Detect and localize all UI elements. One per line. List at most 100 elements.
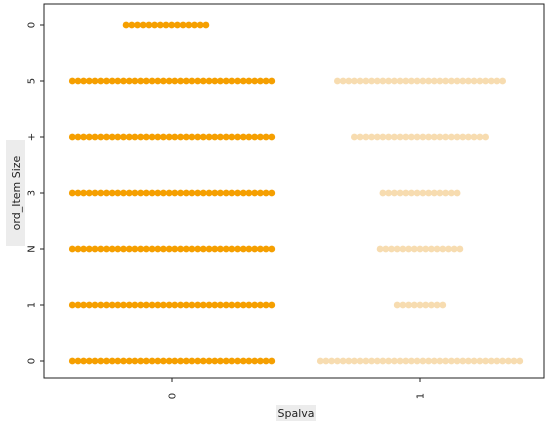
swarm-point: [97, 245, 105, 253]
swarm-point: [428, 245, 435, 253]
swarm-point: [171, 77, 179, 85]
swarm-point: [268, 301, 276, 309]
swarm-point: [257, 357, 264, 365]
swarm-point: [125, 357, 133, 365]
swarm-point: [108, 245, 116, 253]
swarm-point: [234, 77, 242, 85]
swarm-point: [356, 133, 364, 141]
swarm-point: [202, 21, 210, 29]
swarm-point: [245, 133, 253, 141]
swarm-point: [154, 301, 162, 309]
swarm-point: [74, 357, 82, 365]
swarm-point: [268, 357, 276, 365]
swarm-point: [433, 301, 441, 309]
swarm-point: [482, 133, 489, 141]
swarm-point: [268, 245, 276, 253]
swarm-point: [470, 77, 478, 85]
swarm-point: [408, 133, 415, 141]
swarm-point: [228, 189, 236, 197]
swarm-point: [439, 301, 447, 309]
swarm-point: [160, 301, 167, 309]
swarm-point: [442, 133, 449, 141]
swarm-point: [328, 357, 335, 365]
swarm-point: [154, 189, 162, 197]
swarm-point: [177, 357, 185, 365]
swarm-point: [91, 77, 99, 85]
swarm-point: [245, 189, 253, 197]
swarm-point: [168, 21, 176, 29]
swarm-point: [391, 357, 398, 365]
swarm-point: [171, 189, 179, 197]
swarm-point: [416, 245, 424, 253]
swarm-point: [419, 189, 427, 197]
swarm-point: [165, 301, 173, 309]
swarm-point: [131, 357, 139, 365]
swarm-point: [74, 133, 82, 141]
swarm-point: [80, 77, 87, 85]
swarm-point: [148, 357, 156, 365]
swarm-point: [199, 245, 207, 253]
swarm-point: [142, 245, 150, 253]
swarm-point: [453, 189, 461, 197]
swarm-point: [396, 133, 404, 141]
swarm-point: [493, 77, 501, 85]
swarm-point: [222, 133, 230, 141]
swarm-point: [410, 245, 418, 253]
swarm-point: [408, 189, 415, 197]
swarm-point: [211, 133, 219, 141]
swarm-point: [205, 189, 213, 197]
swarm-point: [217, 133, 224, 141]
swarm-point: [448, 357, 455, 365]
swarm-point: [199, 189, 207, 197]
swarm-point: [450, 245, 458, 253]
swarm-point: [396, 77, 404, 85]
swarm-point: [430, 189, 438, 197]
swarm-point: [239, 301, 247, 309]
swarm-point: [379, 189, 387, 197]
swarm-point: [408, 77, 415, 85]
swarm-point: [345, 357, 353, 365]
swarm-point: [80, 189, 87, 197]
swarm-point: [142, 133, 150, 141]
swarm-point: [234, 189, 242, 197]
swarm-point: [211, 77, 219, 85]
x-tick-label: 1: [416, 393, 427, 399]
swarm-point: [368, 77, 375, 85]
swarm-point: [368, 133, 375, 141]
swarm-point: [453, 357, 461, 365]
swarm-point: [114, 189, 122, 197]
swarm-point: [228, 133, 236, 141]
swarm-point: [74, 245, 82, 253]
swarm-point: [199, 77, 207, 85]
swarm-point: [217, 301, 224, 309]
swarm-point: [179, 21, 187, 29]
swarm-point: [413, 357, 421, 365]
swarm-point: [453, 77, 461, 85]
swarm-point: [245, 357, 253, 365]
swarm-point: [165, 77, 173, 85]
swarm-point: [148, 189, 156, 197]
swarm-point: [85, 357, 93, 365]
swarm-point: [154, 77, 162, 85]
x-axis-title: Spalva: [276, 405, 316, 421]
swarm-point: [125, 189, 133, 197]
swarm-point: [505, 357, 512, 365]
swarm-point: [131, 133, 139, 141]
swarm-point: [182, 301, 190, 309]
swarm-point: [108, 301, 116, 309]
swarm-point: [91, 189, 99, 197]
y-axis-label: ord_Item Size: [10, 155, 23, 230]
swarm-point: [97, 189, 105, 197]
swarm-point: [171, 133, 179, 141]
swarm-point: [373, 357, 381, 365]
swarm-point: [402, 77, 410, 85]
swarm-point: [228, 301, 236, 309]
swarm-point: [425, 189, 432, 197]
y-axis-title: ord_Item Size: [6, 140, 25, 246]
swarm-point: [120, 77, 127, 85]
swarm-point: [339, 357, 347, 365]
swarm-point: [476, 357, 484, 365]
swarm-point: [125, 77, 133, 85]
swarm-point: [393, 301, 401, 309]
swarm-point: [239, 189, 247, 197]
